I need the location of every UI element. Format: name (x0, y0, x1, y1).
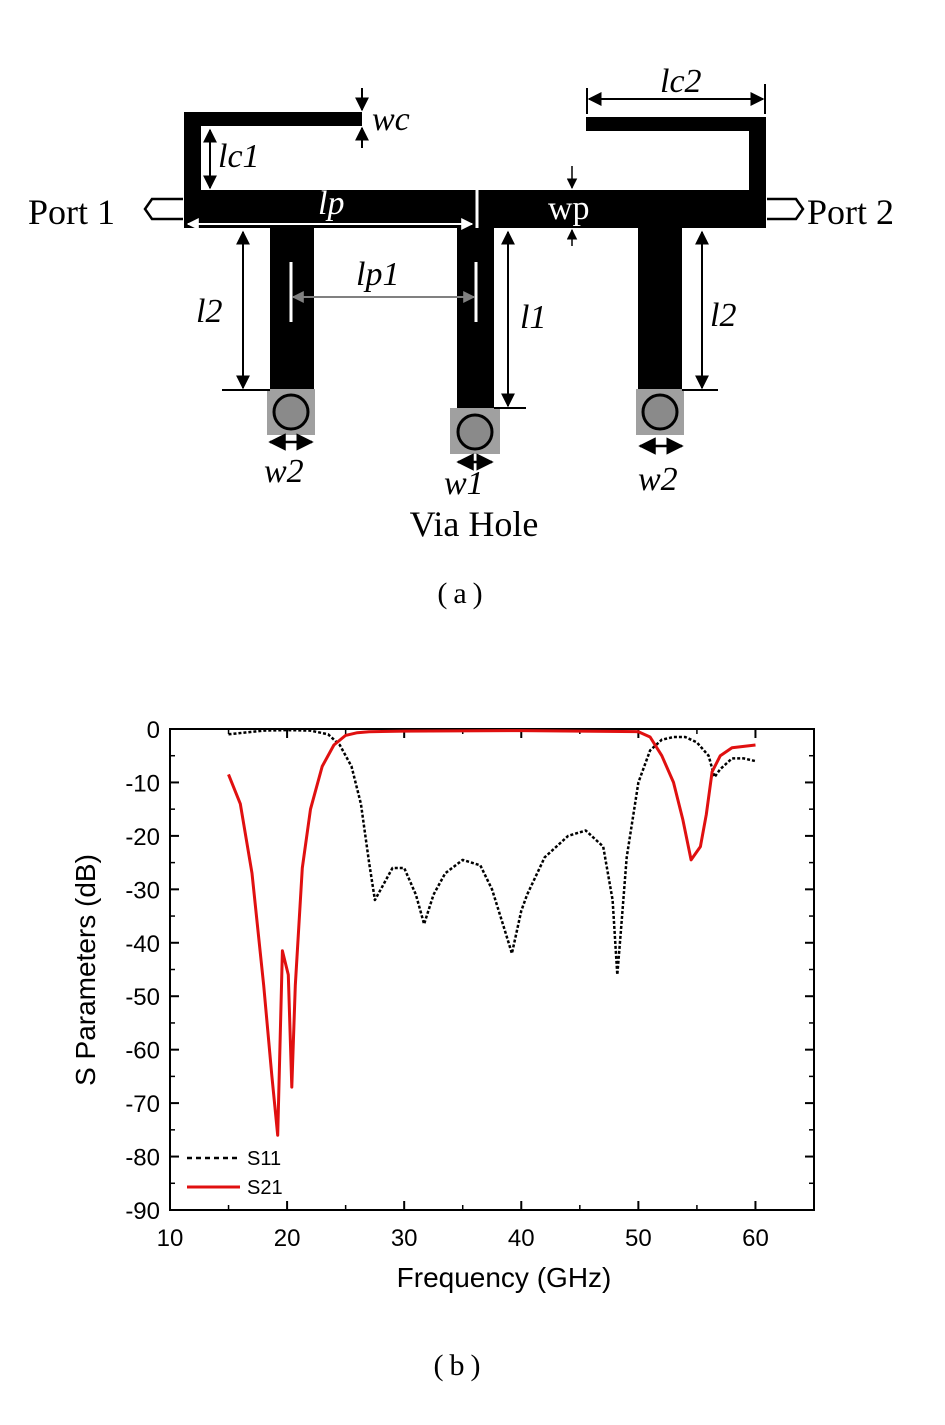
x-tick-label: 50 (625, 1225, 652, 1252)
y-tick-label: -70 (125, 1091, 160, 1118)
y-tick-label: -50 (125, 984, 160, 1011)
port1-label: Port 1 (28, 192, 115, 232)
lc1-label: lc1 (218, 138, 260, 175)
right-coupling-stub-horizontal (586, 117, 766, 131)
left-coupling-stub-horizontal (184, 112, 362, 126)
lp-label: lp (318, 185, 344, 222)
via-hole-label: Via Hole (410, 504, 539, 544)
port2-label: Port 2 (807, 192, 894, 232)
right-coupling-stub-vertical (749, 117, 766, 192)
plot-frame (169, 728, 815, 1211)
port2-connector (767, 197, 805, 221)
caption-a: (a) (437, 577, 488, 610)
right-via-hole (641, 393, 679, 431)
wp-label: wp (548, 190, 590, 227)
l1-label: l1 (520, 299, 546, 336)
w2-right-label: w2 (638, 461, 678, 498)
center-via-hole (456, 413, 494, 451)
s-parameter-chart: 10 20 30 40 50 60 0 -10 -20 -30 -40 -50 -60 -70 -80 -90… (70, 717, 815, 1382)
y-tick-label: -20 (125, 824, 160, 851)
x-tick-label: 40 (508, 1225, 535, 1252)
y-tick-label: -90 (125, 1198, 160, 1225)
l2-right-label: l2 (710, 297, 736, 334)
port1-connector (143, 197, 183, 221)
lc2-label: lc2 (660, 63, 702, 100)
filter-layout-diagram: Port 1 Port 2 wc lc1 lc2 lp wp lp1 l2 l1… (28, 63, 894, 610)
wc-label: wc (372, 101, 410, 138)
y-tick-label: -60 (125, 1038, 160, 1065)
series-s21-line (227, 729, 756, 1137)
x-tick-label: 10 (157, 1225, 184, 1252)
w1-label: w1 (444, 465, 484, 502)
x-axis-label: Frequency (GHz) (397, 1262, 612, 1293)
main-transmission-line (184, 190, 766, 228)
y-axis-label: S Parameters (dB) (70, 854, 101, 1086)
left-coupling-stub-vertical (184, 112, 201, 192)
y-tick-label: -10 (125, 770, 160, 797)
right-short-stub (638, 228, 682, 390)
series-s11-line (228, 728, 756, 977)
y-tick-label: 0 (147, 717, 160, 744)
legend-label-s21: S21 (247, 1177, 283, 1199)
lp1-label: lp1 (356, 256, 399, 293)
l2-left-label: l2 (196, 293, 222, 330)
caption-b: (b) (434, 1349, 487, 1382)
y-tick-label: -40 (125, 931, 160, 958)
w2-left-label: w2 (264, 453, 304, 490)
x-tick-label: 30 (391, 1225, 418, 1252)
y-tick-label: -30 (125, 877, 160, 904)
x-tick-label: 60 (742, 1225, 769, 1252)
x-tick-label: 20 (274, 1225, 301, 1252)
y-tick-label: -80 (125, 1145, 160, 1172)
legend-label-s11: S11 (247, 1148, 281, 1170)
left-via-hole (272, 393, 310, 431)
